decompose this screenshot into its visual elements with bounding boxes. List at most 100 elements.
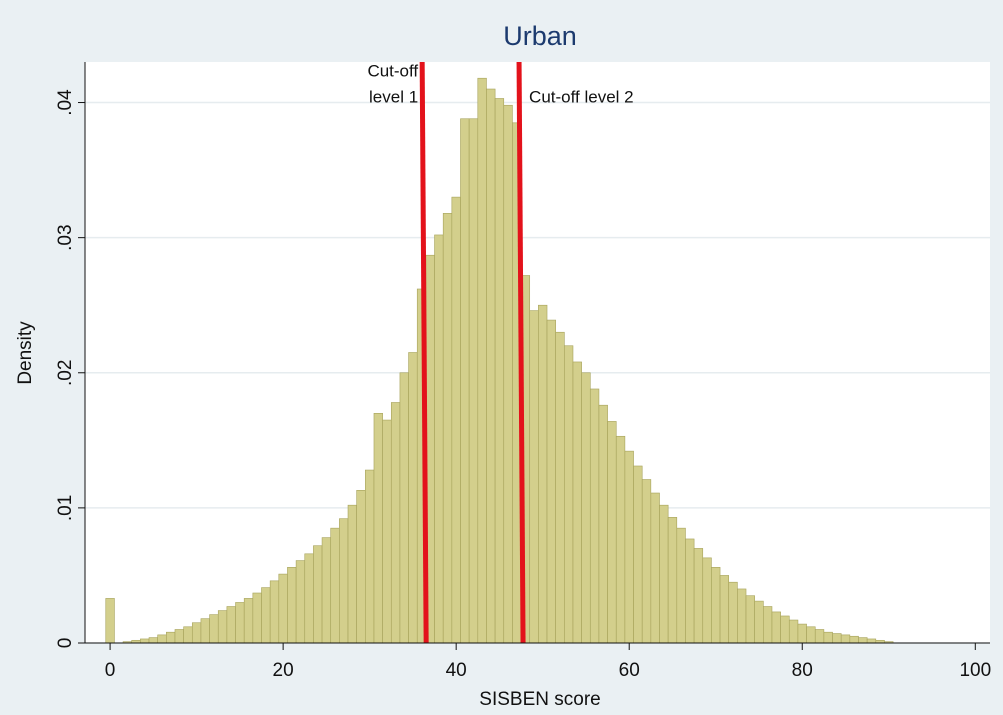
bar xyxy=(174,629,184,644)
bar xyxy=(607,421,617,644)
cutoff-label: Cut-off xyxy=(367,61,418,80)
bar xyxy=(702,557,712,644)
cutoff-line xyxy=(419,61,429,644)
bar xyxy=(382,419,392,644)
bar xyxy=(209,614,219,644)
y-tick-label: .03 xyxy=(55,224,76,250)
bar xyxy=(390,402,401,644)
bar xyxy=(365,469,375,644)
bar xyxy=(140,638,150,644)
bar xyxy=(278,573,288,644)
bar xyxy=(849,635,859,644)
bar xyxy=(235,602,245,644)
bar xyxy=(148,637,158,644)
bar xyxy=(633,465,643,644)
bar xyxy=(157,634,167,644)
y-axis-label: Density xyxy=(15,321,36,385)
x-tick-label: 100 xyxy=(959,660,991,681)
bar xyxy=(780,615,790,644)
y-tick-label: .01 xyxy=(55,495,76,521)
bar xyxy=(788,619,799,644)
bar xyxy=(615,435,626,644)
bar xyxy=(546,319,556,644)
bar xyxy=(321,537,332,644)
bar xyxy=(555,331,565,644)
bar xyxy=(313,545,323,644)
bar xyxy=(451,196,461,644)
bar xyxy=(572,361,582,644)
bar xyxy=(226,606,236,644)
bar xyxy=(806,626,816,644)
bar xyxy=(564,345,574,644)
y-tick-label: 0 xyxy=(55,638,76,649)
bar xyxy=(442,213,453,644)
bar xyxy=(529,310,539,644)
bar xyxy=(745,595,755,644)
bar xyxy=(191,622,202,644)
bar xyxy=(217,610,228,644)
bar xyxy=(460,118,470,644)
bar xyxy=(667,517,678,644)
bar xyxy=(261,587,271,644)
bar xyxy=(503,104,513,644)
bar xyxy=(754,600,764,644)
bar xyxy=(486,88,496,644)
bar xyxy=(166,631,176,644)
bar xyxy=(252,592,262,644)
bar xyxy=(330,527,340,644)
bar xyxy=(183,626,193,644)
bar xyxy=(832,633,842,644)
bar xyxy=(373,413,383,644)
bar xyxy=(693,548,704,644)
bar xyxy=(711,567,721,644)
bar xyxy=(468,118,479,644)
bar xyxy=(624,450,634,644)
bar xyxy=(200,618,210,644)
bar xyxy=(866,638,877,644)
bar xyxy=(589,388,600,644)
bar xyxy=(269,580,280,644)
bar xyxy=(840,634,851,644)
bar xyxy=(685,538,695,644)
bar xyxy=(814,629,825,644)
bar xyxy=(659,504,669,644)
y-tick-label: .04 xyxy=(55,89,76,116)
cutoff-line xyxy=(516,61,526,644)
cutoff-label: level 1 xyxy=(369,87,418,106)
bar xyxy=(408,352,418,644)
bar xyxy=(737,588,747,644)
bar xyxy=(650,492,660,644)
bar xyxy=(356,490,366,644)
bar xyxy=(771,611,781,644)
x-tick-label: 20 xyxy=(273,660,294,681)
bar xyxy=(763,606,773,644)
x-tick-label: 0 xyxy=(105,660,116,681)
y-tick-label: .02 xyxy=(55,360,76,386)
x-tick-label: 60 xyxy=(619,660,640,681)
bar xyxy=(399,372,409,644)
bar xyxy=(339,518,349,644)
bar xyxy=(728,581,738,644)
bar xyxy=(538,304,548,644)
bar xyxy=(477,77,487,644)
bar xyxy=(304,553,314,644)
bar xyxy=(797,623,807,644)
bar xyxy=(858,637,868,644)
bar xyxy=(823,631,833,644)
bar xyxy=(676,527,686,644)
bar xyxy=(581,372,591,644)
bar xyxy=(719,575,730,644)
bar xyxy=(641,479,652,644)
x-axis-label: SISBEN score xyxy=(479,689,600,710)
chart-title: Urban xyxy=(503,21,577,51)
bar xyxy=(434,234,444,644)
bar xyxy=(295,560,306,644)
x-tick-label: 40 xyxy=(446,660,467,681)
bar xyxy=(287,567,297,644)
bar xyxy=(105,598,115,644)
bar xyxy=(243,598,254,644)
x-tick-label: 80 xyxy=(792,660,813,681)
bar xyxy=(494,98,505,644)
bar xyxy=(347,504,357,644)
